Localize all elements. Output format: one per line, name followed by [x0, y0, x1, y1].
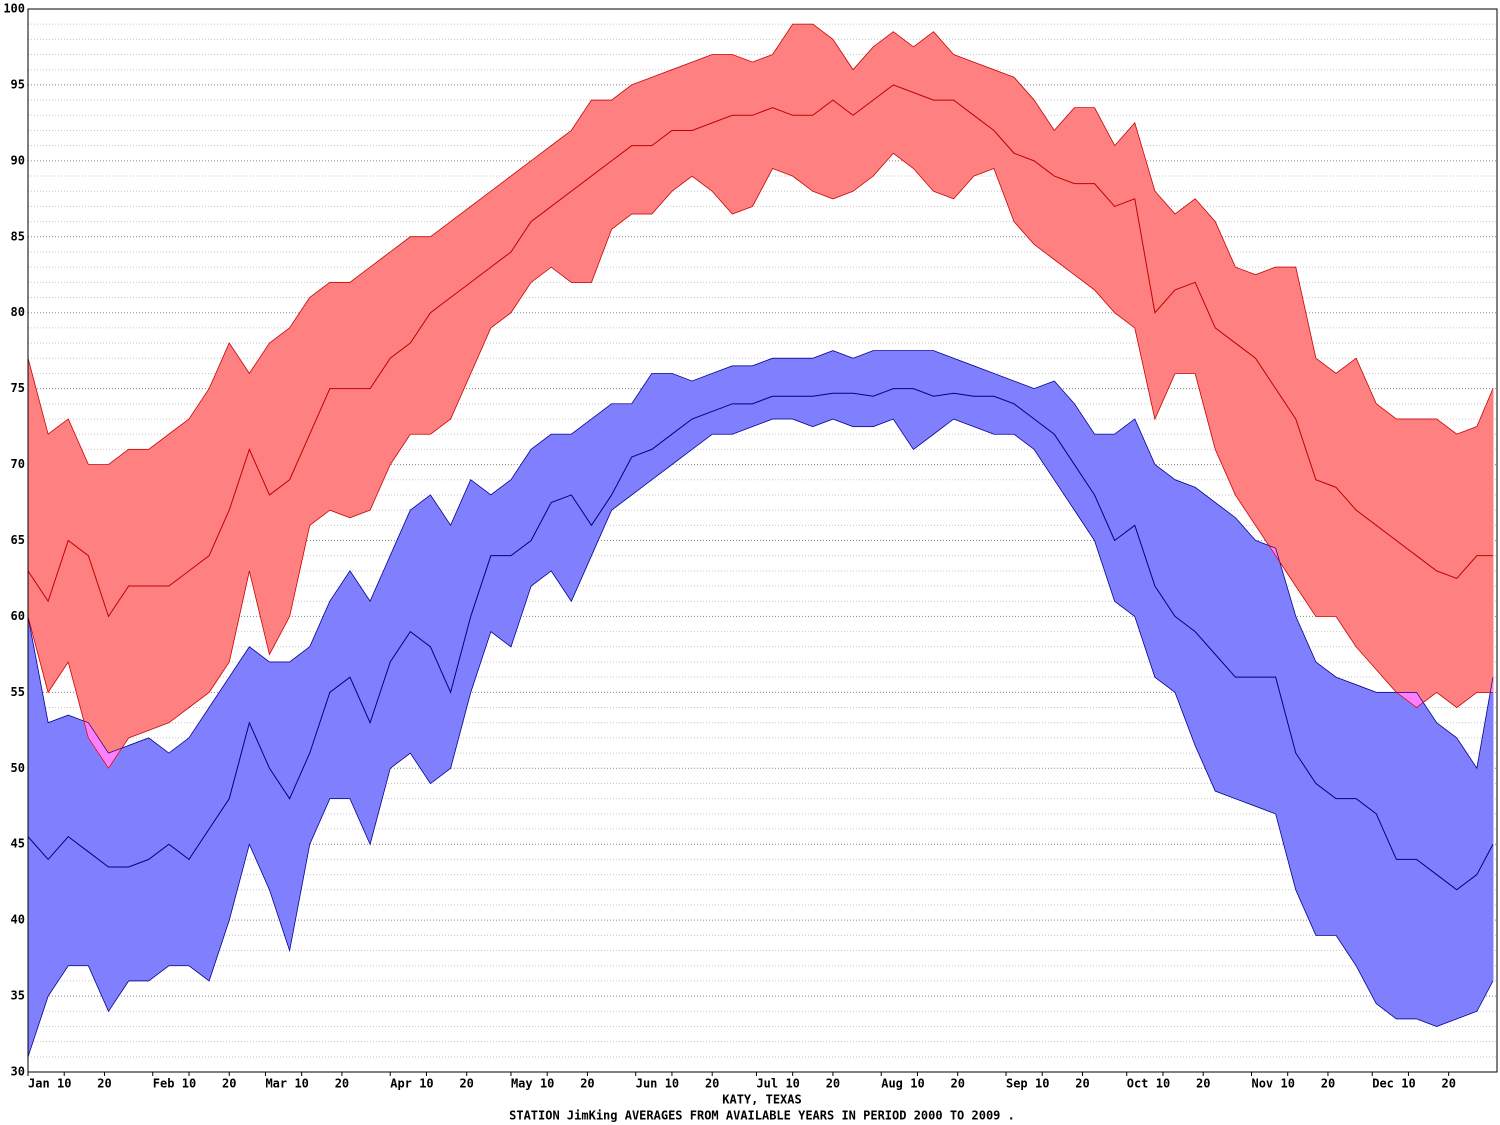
x-tick-label: 20	[97, 1077, 111, 1091]
x-tick-label: 10	[294, 1077, 308, 1091]
x-tick-label: 20	[222, 1077, 236, 1091]
y-tick-label: 95	[11, 77, 25, 91]
y-tick-label: 80	[11, 305, 25, 319]
x-tick-label: 10	[1035, 1077, 1049, 1091]
x-tick-label: Aug	[881, 1077, 903, 1091]
x-tick-label: 20	[705, 1077, 719, 1091]
band-edge	[27, 418, 1494, 1057]
x-tick-label: Jan	[28, 1077, 50, 1091]
y-tick-label: 75	[11, 381, 25, 395]
x-tick-label: 20	[1196, 1077, 1210, 1091]
x-tick-label: 20	[1441, 1077, 1455, 1091]
x-tick-label: 10	[540, 1077, 554, 1091]
x-tick-label: Mar	[265, 1077, 287, 1091]
band-edge	[27, 23, 1494, 465]
mean-line	[27, 388, 1494, 891]
x-tick-label: 20	[826, 1077, 840, 1091]
x-tick-label: Feb	[153, 1077, 175, 1091]
x-axis-label: KATY, TEXAS	[722, 1093, 801, 1107]
x-tick-label: May	[511, 1077, 533, 1091]
y-tick-label: 90	[11, 153, 25, 167]
band-edge	[27, 350, 1494, 770]
x-tick-label: 10	[1280, 1077, 1294, 1091]
x-tick-label: 20	[335, 1077, 349, 1091]
x-tick-label: 10	[665, 1077, 679, 1091]
y-tick-label: 100	[3, 2, 25, 16]
x-tick-label: 10	[57, 1077, 71, 1091]
y-tick-label: 35	[11, 989, 25, 1003]
x-tick-label: 10	[182, 1077, 196, 1091]
x-tick-label: 10	[1401, 1077, 1415, 1091]
y-tick-label: 60	[11, 609, 25, 623]
band-edge	[27, 152, 1493, 769]
chart-title: STATION JimKing AVERAGES FROM AVAILABLE …	[509, 1109, 1015, 1123]
x-tick-label: 10	[419, 1077, 433, 1091]
x-tick-label: Sep	[1006, 1077, 1028, 1091]
y-tick-label: 85	[11, 229, 25, 243]
y-tick-label: 45	[11, 837, 25, 851]
x-tick-label: 10	[910, 1077, 924, 1091]
x-tick-label: Jul	[756, 1077, 778, 1091]
x-tick-label: 10	[1156, 1077, 1170, 1091]
x-tick-label: 20	[950, 1077, 964, 1091]
x-tick-label: Oct	[1127, 1077, 1149, 1091]
x-tick-label: Apr	[390, 1077, 412, 1091]
x-tick-label: Jun	[636, 1077, 658, 1091]
x-tick-label: Dec	[1372, 1077, 1394, 1091]
y-tick-label: 55	[11, 685, 25, 699]
x-tick-label: 20	[580, 1077, 594, 1091]
y-tick-label: 70	[11, 457, 25, 471]
y-tick-label: 40	[11, 913, 25, 927]
x-tick-label: 20	[1321, 1077, 1335, 1091]
mean-line	[27, 84, 1493, 618]
x-tick-label: 20	[1075, 1077, 1089, 1091]
y-tick-label: 30	[11, 1065, 25, 1079]
x-tick-label: 10	[785, 1077, 799, 1091]
plot-frame	[27, 8, 1498, 1073]
x-tick-label: 20	[459, 1077, 473, 1091]
y-tick-label: 50	[11, 761, 25, 775]
y-tick-label: 65	[11, 533, 25, 547]
x-tick-label: Nov	[1251, 1077, 1273, 1091]
